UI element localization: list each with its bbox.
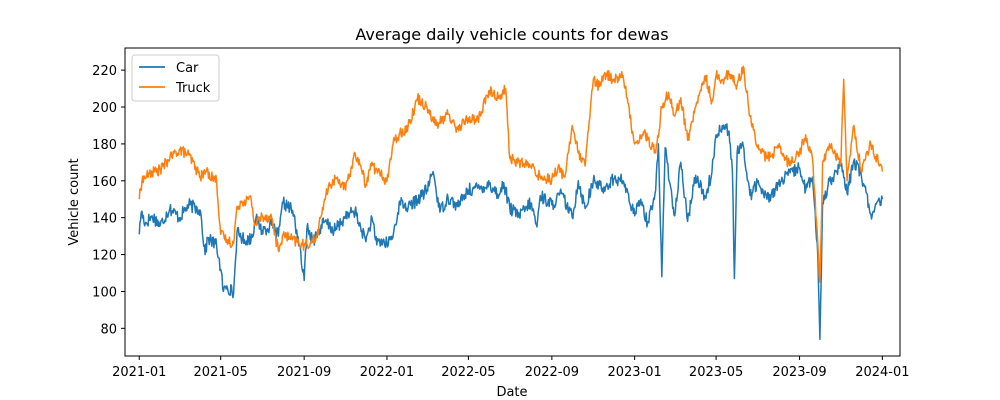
series-line-truck xyxy=(138,65,884,283)
legend: Car Truck xyxy=(131,54,220,102)
x-tick-label: 2021-09 xyxy=(277,365,331,380)
y-tick-label: 200 xyxy=(92,101,117,116)
y-tick-label: 140 xyxy=(92,212,117,227)
x-tick-label: 2023-01 xyxy=(607,365,661,380)
x-tick-label: 2023-05 xyxy=(689,365,743,380)
x-tick-label: 2022-01 xyxy=(360,365,414,380)
legend-label-car: Car xyxy=(176,61,199,76)
legend-label-truck: Truck xyxy=(175,81,211,96)
y-tick-label: 80 xyxy=(100,322,117,337)
y-axis-label: Vehicle count xyxy=(67,158,82,245)
x-tick-label: 2022-05 xyxy=(441,365,495,380)
y-axis: 80 100 120 140 160 180 200 220 xyxy=(92,64,125,337)
y-tick-label: 180 xyxy=(92,138,117,153)
x-tick-label: 2021-05 xyxy=(194,365,248,380)
chart-title: Average daily vehicle counts for dewas xyxy=(355,25,668,44)
plot-area xyxy=(138,65,884,341)
x-tick-label: 2023-09 xyxy=(772,365,826,380)
axes-frame xyxy=(124,47,901,357)
y-tick-label: 220 xyxy=(92,64,117,79)
y-tick-label: 160 xyxy=(92,175,117,190)
x-tick-label: 2021-01 xyxy=(112,365,166,380)
y-tick-label: 100 xyxy=(92,285,117,300)
y-tick-label: 120 xyxy=(92,249,117,264)
x-axis: 2021-01 2021-05 2021-09 2022-01 2022-05 2022-… xyxy=(112,356,910,380)
x-axis-label: Date xyxy=(496,385,527,400)
x-tick-label: 2022-09 xyxy=(525,365,579,380)
series-line-car xyxy=(138,123,884,341)
x-tick-label: 2024-01 xyxy=(855,365,909,380)
